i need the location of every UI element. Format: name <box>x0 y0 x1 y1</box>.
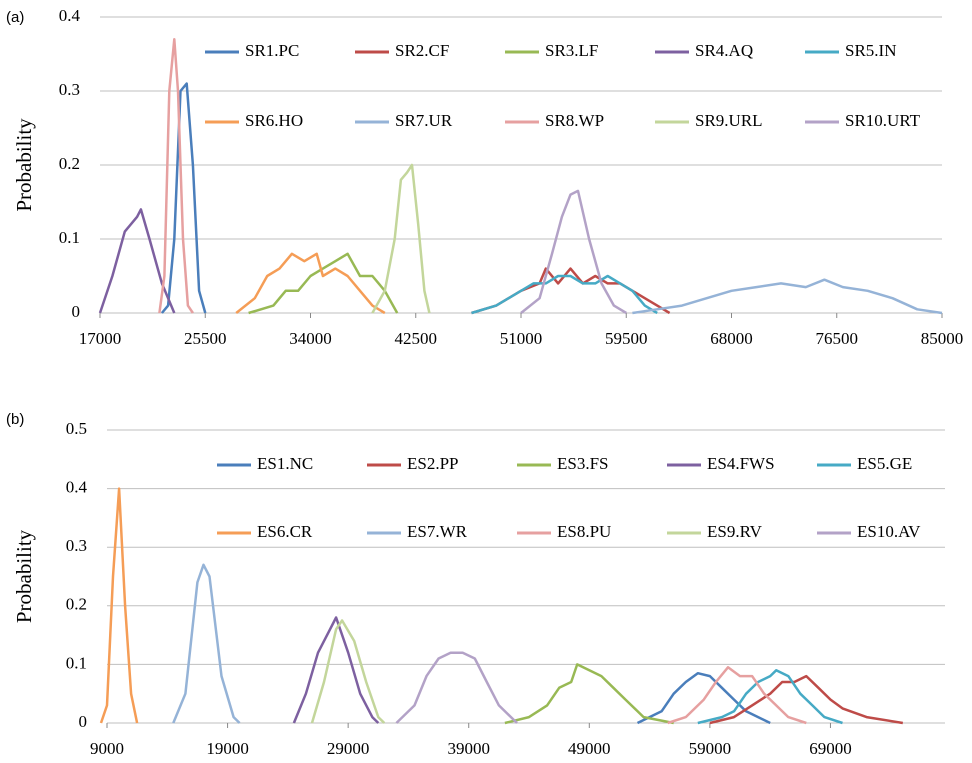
series-line <box>99 487 139 724</box>
series-line <box>636 671 771 725</box>
legend-label: SR1.PC <box>245 41 299 60</box>
y-tick-label: 0.1 <box>66 653 87 672</box>
x-tick-label: 42500 <box>395 329 438 348</box>
x-tick-label: 69000 <box>809 739 852 758</box>
series-line <box>504 663 674 725</box>
x-tick-label: 29000 <box>327 739 370 758</box>
series-line <box>667 666 807 725</box>
y-tick-label: 0 <box>79 712 88 731</box>
series-line <box>697 669 843 725</box>
y-tick-label: 0.2 <box>66 595 87 614</box>
x-tick-label: 59000 <box>689 739 732 758</box>
legend-label: ES2.PP <box>407 454 459 473</box>
legend-label: ES10.AV <box>857 522 921 541</box>
legend-label: SR2.CF <box>395 41 449 60</box>
series-line <box>160 82 207 314</box>
legend-label: ES5.GE <box>857 454 912 473</box>
legend-label: SR5.IN <box>845 41 896 60</box>
y-tick-label: 0.4 <box>66 478 88 497</box>
x-tick-label: 51000 <box>500 329 543 348</box>
series-line <box>292 616 380 724</box>
y-axis-label: Probability <box>12 118 36 212</box>
series-line <box>235 252 386 315</box>
series-line <box>709 674 904 725</box>
x-tick-label: 59500 <box>605 329 648 348</box>
legend-label: SR3.LF <box>545 41 598 60</box>
y-tick-label: 0.4 <box>59 6 81 25</box>
y-tick-label: 0.1 <box>59 228 80 247</box>
panel-label: (b) <box>6 411 24 428</box>
series-line <box>172 563 241 724</box>
y-tick-label: 0.3 <box>66 536 87 555</box>
series-line <box>471 274 658 315</box>
y-tick-label: 0.3 <box>59 80 80 99</box>
x-tick-label: 34000 <box>289 329 332 348</box>
legend-label: ES7.WR <box>407 522 468 541</box>
series-line <box>248 252 399 315</box>
series-line <box>632 278 943 315</box>
series-line <box>371 163 431 314</box>
x-tick-label: 39000 <box>447 739 490 758</box>
panel-label: (a) <box>6 9 24 26</box>
y-axis-label: Probability <box>12 529 36 623</box>
series-line <box>395 651 518 724</box>
legend-label: SR9.URL <box>695 111 763 130</box>
x-tick-label: 68000 <box>710 329 753 348</box>
legend-label: ES4.FWS <box>707 454 775 473</box>
x-tick-label: 76500 <box>816 329 859 348</box>
y-tick-label: 0 <box>72 302 81 321</box>
series-line <box>158 37 194 314</box>
legend-label: SR4.AQ <box>695 41 753 60</box>
legend-label: ES3.FS <box>557 454 609 473</box>
x-tick-label: 85000 <box>921 329 964 348</box>
y-tick-label: 0.2 <box>59 154 80 173</box>
legend-label: SR8.WP <box>545 111 604 130</box>
legend-label: ES9.RV <box>707 522 763 541</box>
legend-label: SR10.URT <box>845 111 921 130</box>
legend-label: SR6.HO <box>245 111 303 130</box>
x-tick-label: 9000 <box>90 739 124 758</box>
x-tick-label: 49000 <box>568 739 611 758</box>
x-tick-label: 17000 <box>79 329 122 348</box>
legend-label: ES8.PU <box>557 522 611 541</box>
legend-label: ES1.NC <box>257 454 313 473</box>
legend-label: SR7.UR <box>395 111 453 130</box>
x-tick-label: 25500 <box>184 329 227 348</box>
series-line <box>520 189 627 315</box>
series-line <box>98 208 176 314</box>
x-tick-label: 19000 <box>206 739 249 758</box>
legend-label: ES6.CR <box>257 522 313 541</box>
y-tick-label: 0.5 <box>66 419 87 438</box>
series-line <box>310 619 386 724</box>
